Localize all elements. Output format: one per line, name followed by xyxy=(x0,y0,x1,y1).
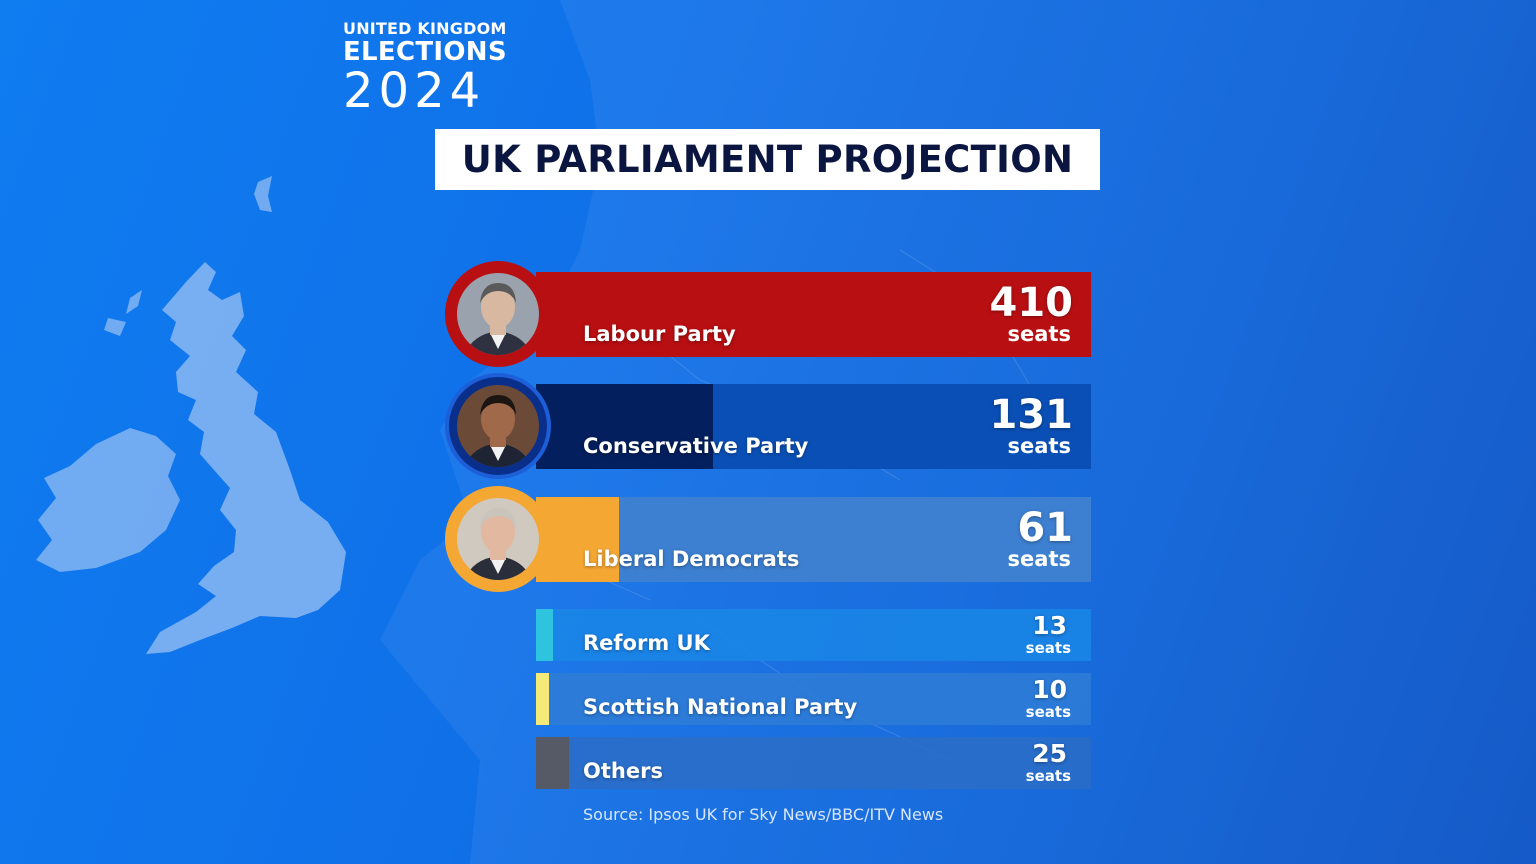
bar xyxy=(536,673,549,725)
great-britain-shape xyxy=(146,262,346,654)
leader-avatar-labour xyxy=(445,261,551,367)
seats-unit-label: seats xyxy=(1007,547,1071,571)
seats-unit-label: seats xyxy=(1025,703,1071,721)
title-banner: UK PARLIAMENT PROJECTION xyxy=(435,129,1100,190)
party-name-label: Liberal Democrats xyxy=(583,547,800,571)
party-name-label: Others xyxy=(583,759,663,783)
bar-row-scottish-national-party: Scottish National Party 10 seats xyxy=(536,673,1091,725)
bar-row-labour-party: Labour Party 410 seats xyxy=(536,272,1091,357)
bar-row-conservative-party: Conservative Party 131 seats xyxy=(536,384,1091,469)
ireland-shape xyxy=(36,428,180,572)
leader-portrait-icon xyxy=(457,273,539,355)
seat-count-label: 410 xyxy=(989,280,1074,326)
bar xyxy=(536,609,553,661)
leader-portrait-icon xyxy=(457,385,539,467)
bar-row-others: Others 25 seats xyxy=(536,737,1091,789)
bar-track xyxy=(536,609,1091,661)
seats-unit-label: seats xyxy=(1007,434,1071,458)
seats-unit-label: seats xyxy=(1025,639,1071,657)
seat-count-label: 61 xyxy=(1017,505,1073,551)
seats-unit-label: seats xyxy=(1025,767,1071,785)
seat-count-label: 10 xyxy=(1032,675,1067,704)
bar xyxy=(536,384,714,469)
brand-elections: ELECTIONS xyxy=(343,37,507,67)
leader-avatar-conservative xyxy=(445,373,551,479)
leader-avatar-libdem xyxy=(445,486,551,592)
bar-track xyxy=(536,497,1091,582)
brand-country: UNITED KINGDOM xyxy=(343,19,507,38)
bar-row-reform-uk: Reform UK 13 seats xyxy=(536,609,1091,661)
leader-portrait-icon xyxy=(457,498,539,580)
bar xyxy=(536,737,569,789)
seat-count-label: 131 xyxy=(989,392,1074,438)
seat-count-label: 13 xyxy=(1032,611,1067,640)
source-note: Source: Ipsos UK for Sky News/BBC/ITV Ne… xyxy=(583,805,944,824)
bar-track xyxy=(536,673,1091,725)
bar-track xyxy=(536,737,1091,789)
party-name-label: Labour Party xyxy=(583,322,736,346)
elections-logo: UNITED KINGDOM ELECTIONS 2024 xyxy=(343,19,507,119)
bar xyxy=(536,272,1091,357)
bar-row-liberal-democrats: Liberal Democrats 61 seats xyxy=(536,497,1091,582)
scottish-islands-shape xyxy=(104,176,272,336)
chart-title: UK PARLIAMENT PROJECTION xyxy=(461,138,1074,181)
seats-unit-label: seats xyxy=(1007,322,1071,346)
party-name-label: Reform UK xyxy=(583,631,710,655)
party-name-label: Conservative Party xyxy=(583,434,809,458)
brand-year: 2024 xyxy=(343,63,486,119)
party-name-label: Scottish National Party xyxy=(583,695,858,719)
seat-count-label: 25 xyxy=(1032,739,1067,768)
